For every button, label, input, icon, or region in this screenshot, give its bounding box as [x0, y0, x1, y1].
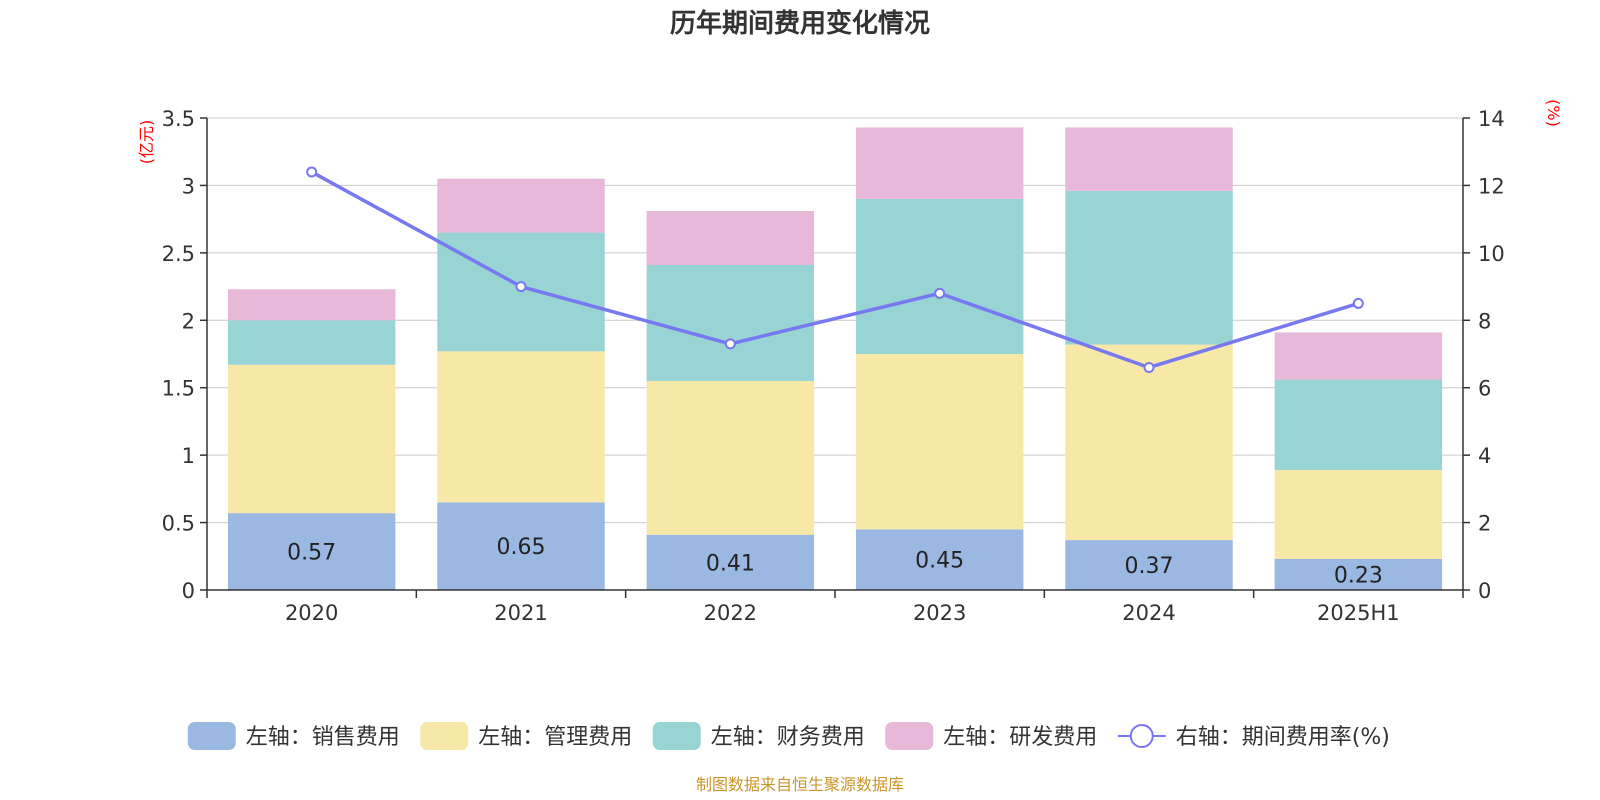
- x-axis-tick-label: 2023: [913, 601, 966, 625]
- chart: 历年期间费用变化情况 (亿元) (%) 0.57 0.65 0.41 0.45 0.37…: [0, 0, 1600, 800]
- left-axis-tick-label: 2: [182, 309, 195, 333]
- bars: 0.57 0.65 0.41 0.45 0.37 0.23: [228, 127, 1442, 590]
- bar-segment-4: [1275, 332, 1442, 379]
- legend-label: 左轴：研发费用: [943, 725, 1097, 750]
- left-axis-tick-label: 3: [182, 174, 195, 198]
- rate-point: [726, 339, 735, 348]
- bar-segment-2: [1275, 470, 1442, 559]
- left-axis-tick-label: 1.5: [162, 377, 195, 401]
- right-axis-tick-label: 2: [1478, 512, 1491, 536]
- rate-point: [307, 167, 316, 176]
- legend-label: 左轴：管理费用: [478, 725, 632, 750]
- bar-data-label: 0.23: [1334, 563, 1383, 588]
- bar-segment-4: [856, 127, 1023, 198]
- right-axis-tick-label: 12: [1478, 174, 1505, 198]
- bar-segment-3: [1065, 191, 1232, 345]
- bar-data-label: 0.57: [287, 541, 336, 566]
- x-axis-tick-label: 2025H1: [1317, 601, 1400, 625]
- bar-segment-4: [1065, 127, 1232, 190]
- bar-segment-4: [437, 179, 604, 233]
- legend-circle-marker: [1131, 725, 1153, 747]
- bar-segment-3: [1275, 380, 1442, 470]
- bar-segment-2: [437, 351, 604, 502]
- bar-segment-3: [647, 265, 814, 381]
- bar-segment-2: [228, 365, 395, 513]
- bar-segment-2: [1065, 345, 1232, 541]
- x-axis-tick-label: 2024: [1122, 601, 1175, 625]
- bar-data-label: 0.65: [497, 535, 546, 560]
- bar-segment-4: [647, 211, 814, 265]
- chart-title: 历年期间费用变化情况: [670, 8, 930, 39]
- right-axis-tick-label: 4: [1478, 444, 1491, 468]
- bar-segment-3: [856, 199, 1023, 354]
- right-axis-unit: (%): [1544, 99, 1563, 127]
- rate-point: [517, 282, 526, 291]
- left-axis-tick-label: 1: [182, 444, 195, 468]
- left-axis-tick-label: 3.5: [162, 107, 195, 131]
- rate-point: [1145, 363, 1154, 372]
- legend-label: 右轴：期间费用率(%): [1176, 725, 1390, 750]
- right-axis-tick-label: 6: [1478, 377, 1491, 401]
- source-note: 制图数据来自恒生聚源数据库: [696, 775, 904, 794]
- right-axis-tick-label: 14: [1478, 107, 1505, 131]
- right-axis-tick-label: 10: [1478, 242, 1505, 266]
- bar-data-label: 0.45: [915, 549, 964, 574]
- legend: 左轴：销售费用 左轴：管理费用 左轴：财务费用 左轴：研发费用 右轴：期间费用率(%): [188, 722, 1390, 750]
- left-axis-unit: (亿元): [137, 120, 156, 165]
- legend-swatch-4: [885, 722, 933, 750]
- x-axis-tick-label: 2021: [494, 601, 547, 625]
- x-axis-tick-label: 2022: [704, 601, 757, 625]
- bar-segment-3: [228, 320, 395, 365]
- right-axis-tick-label: 0: [1478, 579, 1491, 603]
- legend-swatch-3: [653, 722, 701, 750]
- legend-swatch-1: [188, 722, 236, 750]
- left-axis-tick-label: 2.5: [162, 242, 195, 266]
- bar-data-label: 0.37: [1125, 554, 1174, 579]
- right-axis-tick-label: 8: [1478, 309, 1491, 333]
- left-axis-tick-label: 0: [182, 579, 195, 603]
- left-axis-tick-label: 0.5: [162, 512, 195, 536]
- legend-label: 左轴：财务费用: [711, 725, 865, 750]
- x-axis-tick-label: 2020: [285, 601, 338, 625]
- bar-segment-2: [856, 354, 1023, 529]
- rate-point: [935, 289, 944, 298]
- rate-point: [1354, 299, 1363, 308]
- legend-label: 左轴：销售费用: [246, 725, 400, 750]
- bar-segment-2: [647, 381, 814, 535]
- bar-segment-4: [228, 289, 395, 320]
- legend-swatch-2: [420, 722, 468, 750]
- bar-data-label: 0.41: [706, 551, 755, 576]
